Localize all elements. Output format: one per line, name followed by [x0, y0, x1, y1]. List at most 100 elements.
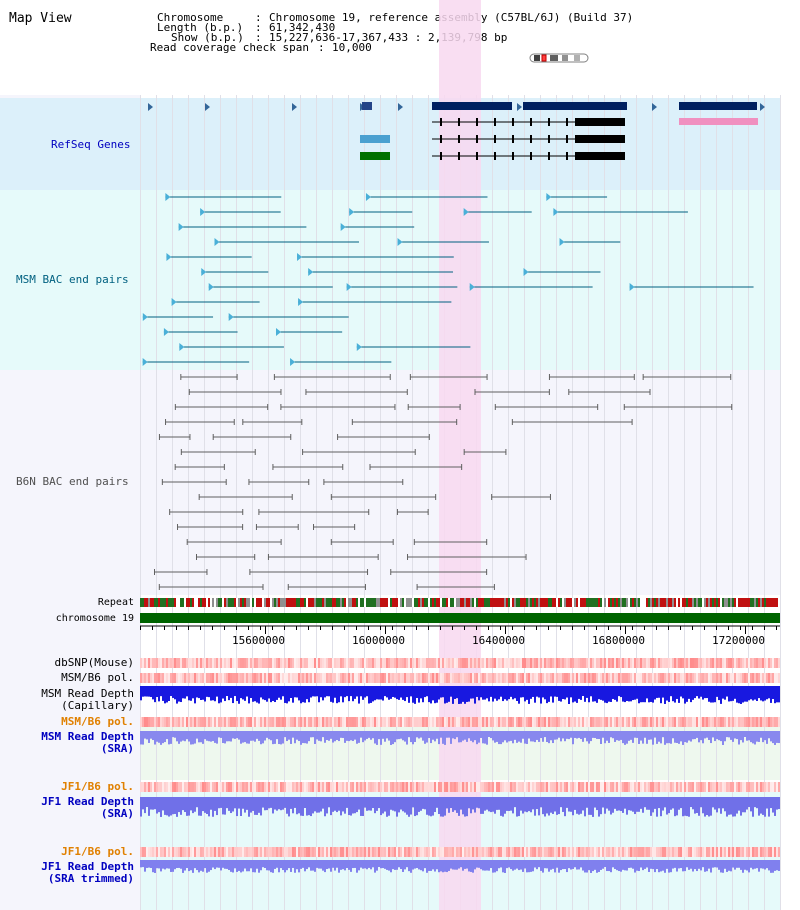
depth-bar	[564, 686, 566, 700]
depth-bar	[670, 797, 672, 810]
track-label-msm-b6-pol-2[interactable]: MSM/B6 pol.	[61, 715, 134, 728]
depth-bar	[538, 797, 540, 816]
track-label-jf1-depth-sra[interactable]: JF1 Read Depth	[41, 795, 134, 808]
heat-cell	[310, 782, 312, 792]
heat-cell	[350, 717, 352, 727]
heat-cell	[364, 658, 366, 668]
depth-bar	[734, 797, 736, 817]
track-label-b6n-bac[interactable]: B6N BAC end pairs	[16, 475, 129, 488]
heat-cell	[508, 717, 510, 727]
heat-cell	[494, 717, 496, 727]
heat-cell	[322, 782, 324, 792]
track-label-jf1-b6-pol-1[interactable]: JF1/B6 pol.	[61, 780, 134, 793]
heat-cell	[506, 782, 508, 792]
track-label-jf1-b6-pol-2[interactable]: JF1/B6 pol.	[61, 845, 134, 858]
depth-bar	[488, 860, 490, 871]
heat-cell	[554, 717, 556, 727]
repeat-block	[180, 598, 182, 607]
heat-cell	[476, 658, 478, 668]
track-label-repeat[interactable]: Repeat	[97, 597, 134, 608]
depth-bar	[764, 860, 766, 870]
heat-cell	[140, 717, 142, 727]
heat-cell	[524, 658, 526, 668]
heat-cell	[268, 658, 270, 668]
depth-bar	[660, 797, 662, 817]
depth-bar	[240, 797, 242, 817]
track-label-msm-bac[interactable]: MSM BAC end pairs	[16, 273, 129, 286]
heat-cell	[422, 847, 424, 857]
heat-cell	[230, 847, 232, 857]
heat-cell	[276, 717, 278, 727]
depth-bar	[766, 731, 768, 744]
depth-bar	[472, 797, 474, 810]
depth-bar	[690, 686, 692, 703]
heat-cell	[486, 658, 488, 668]
axis-tick-label: 16000000	[352, 634, 405, 647]
repeat-block	[676, 598, 678, 607]
heat-cell	[258, 782, 260, 792]
depth-bar	[620, 797, 622, 812]
depth-bar	[376, 731, 378, 745]
depth-bar	[164, 797, 166, 815]
heat-cell	[638, 717, 640, 727]
depth-bar	[420, 686, 422, 699]
depth-bar	[626, 686, 628, 701]
repeat-block	[532, 598, 534, 607]
heat-cell	[314, 658, 316, 668]
depth-bar	[708, 860, 710, 869]
depth-bar	[688, 797, 690, 817]
repeat-block	[586, 598, 588, 607]
repeat-block	[744, 598, 746, 607]
heat-cell	[628, 847, 630, 857]
track-label-msm-b6-pol-1[interactable]: MSM/B6 pol.	[61, 671, 134, 684]
heat-cell	[556, 782, 558, 792]
depth-bar	[200, 860, 202, 871]
exon	[548, 152, 550, 160]
heat-cell	[628, 782, 630, 792]
heat-cell	[316, 847, 318, 857]
depth-bar	[716, 860, 718, 868]
heat-cell	[692, 658, 694, 668]
depth-bar	[710, 731, 712, 744]
heat-cell	[398, 673, 400, 683]
track-label-refseq[interactable]: RefSeq Genes	[51, 138, 131, 151]
repeat-block	[566, 598, 568, 607]
heat-cell	[564, 847, 566, 857]
heat-cell	[206, 847, 208, 857]
heat-cell	[174, 717, 176, 727]
heat-cell	[160, 658, 162, 668]
heat-cell	[508, 658, 510, 668]
heat-cell	[688, 673, 690, 683]
heat-cell	[678, 673, 680, 683]
heat-cell	[174, 847, 176, 857]
track-label-dbsnp[interactable]: dbSNP(Mouse)	[54, 656, 134, 669]
depth-bar	[218, 797, 220, 809]
depth-bar	[540, 686, 542, 704]
heat-cell	[332, 673, 334, 683]
repeat-block	[558, 598, 560, 607]
depth-bar	[712, 731, 714, 738]
depth-bar	[226, 860, 228, 869]
track-label-msm-depth-cap[interactable]: MSM Read Depth	[41, 687, 134, 700]
depth-bar	[380, 860, 382, 869]
repeat-block	[546, 598, 548, 607]
heat-cell	[728, 673, 730, 683]
heat-cell	[484, 673, 486, 683]
depth-bar	[462, 731, 464, 741]
depth-bar	[266, 686, 268, 702]
heat-cell	[180, 673, 182, 683]
heat-cell	[200, 847, 202, 857]
depth-bar	[560, 731, 562, 742]
track-label-jf1-depth-trim[interactable]: JF1 Read Depth	[41, 860, 134, 873]
depth-bar	[282, 860, 284, 871]
heat-cell	[166, 658, 168, 668]
heat-cell	[286, 658, 288, 668]
depth-bar	[402, 686, 404, 700]
depth-bar	[702, 686, 704, 700]
depth-bar	[548, 686, 550, 702]
chromosome-ideogram[interactable]	[528, 52, 592, 64]
track-label-msm-depth-sra[interactable]: MSM Read Depth	[41, 730, 134, 743]
depth-bar	[418, 797, 420, 812]
depth-bar	[388, 860, 390, 871]
repeat-block	[768, 598, 770, 607]
